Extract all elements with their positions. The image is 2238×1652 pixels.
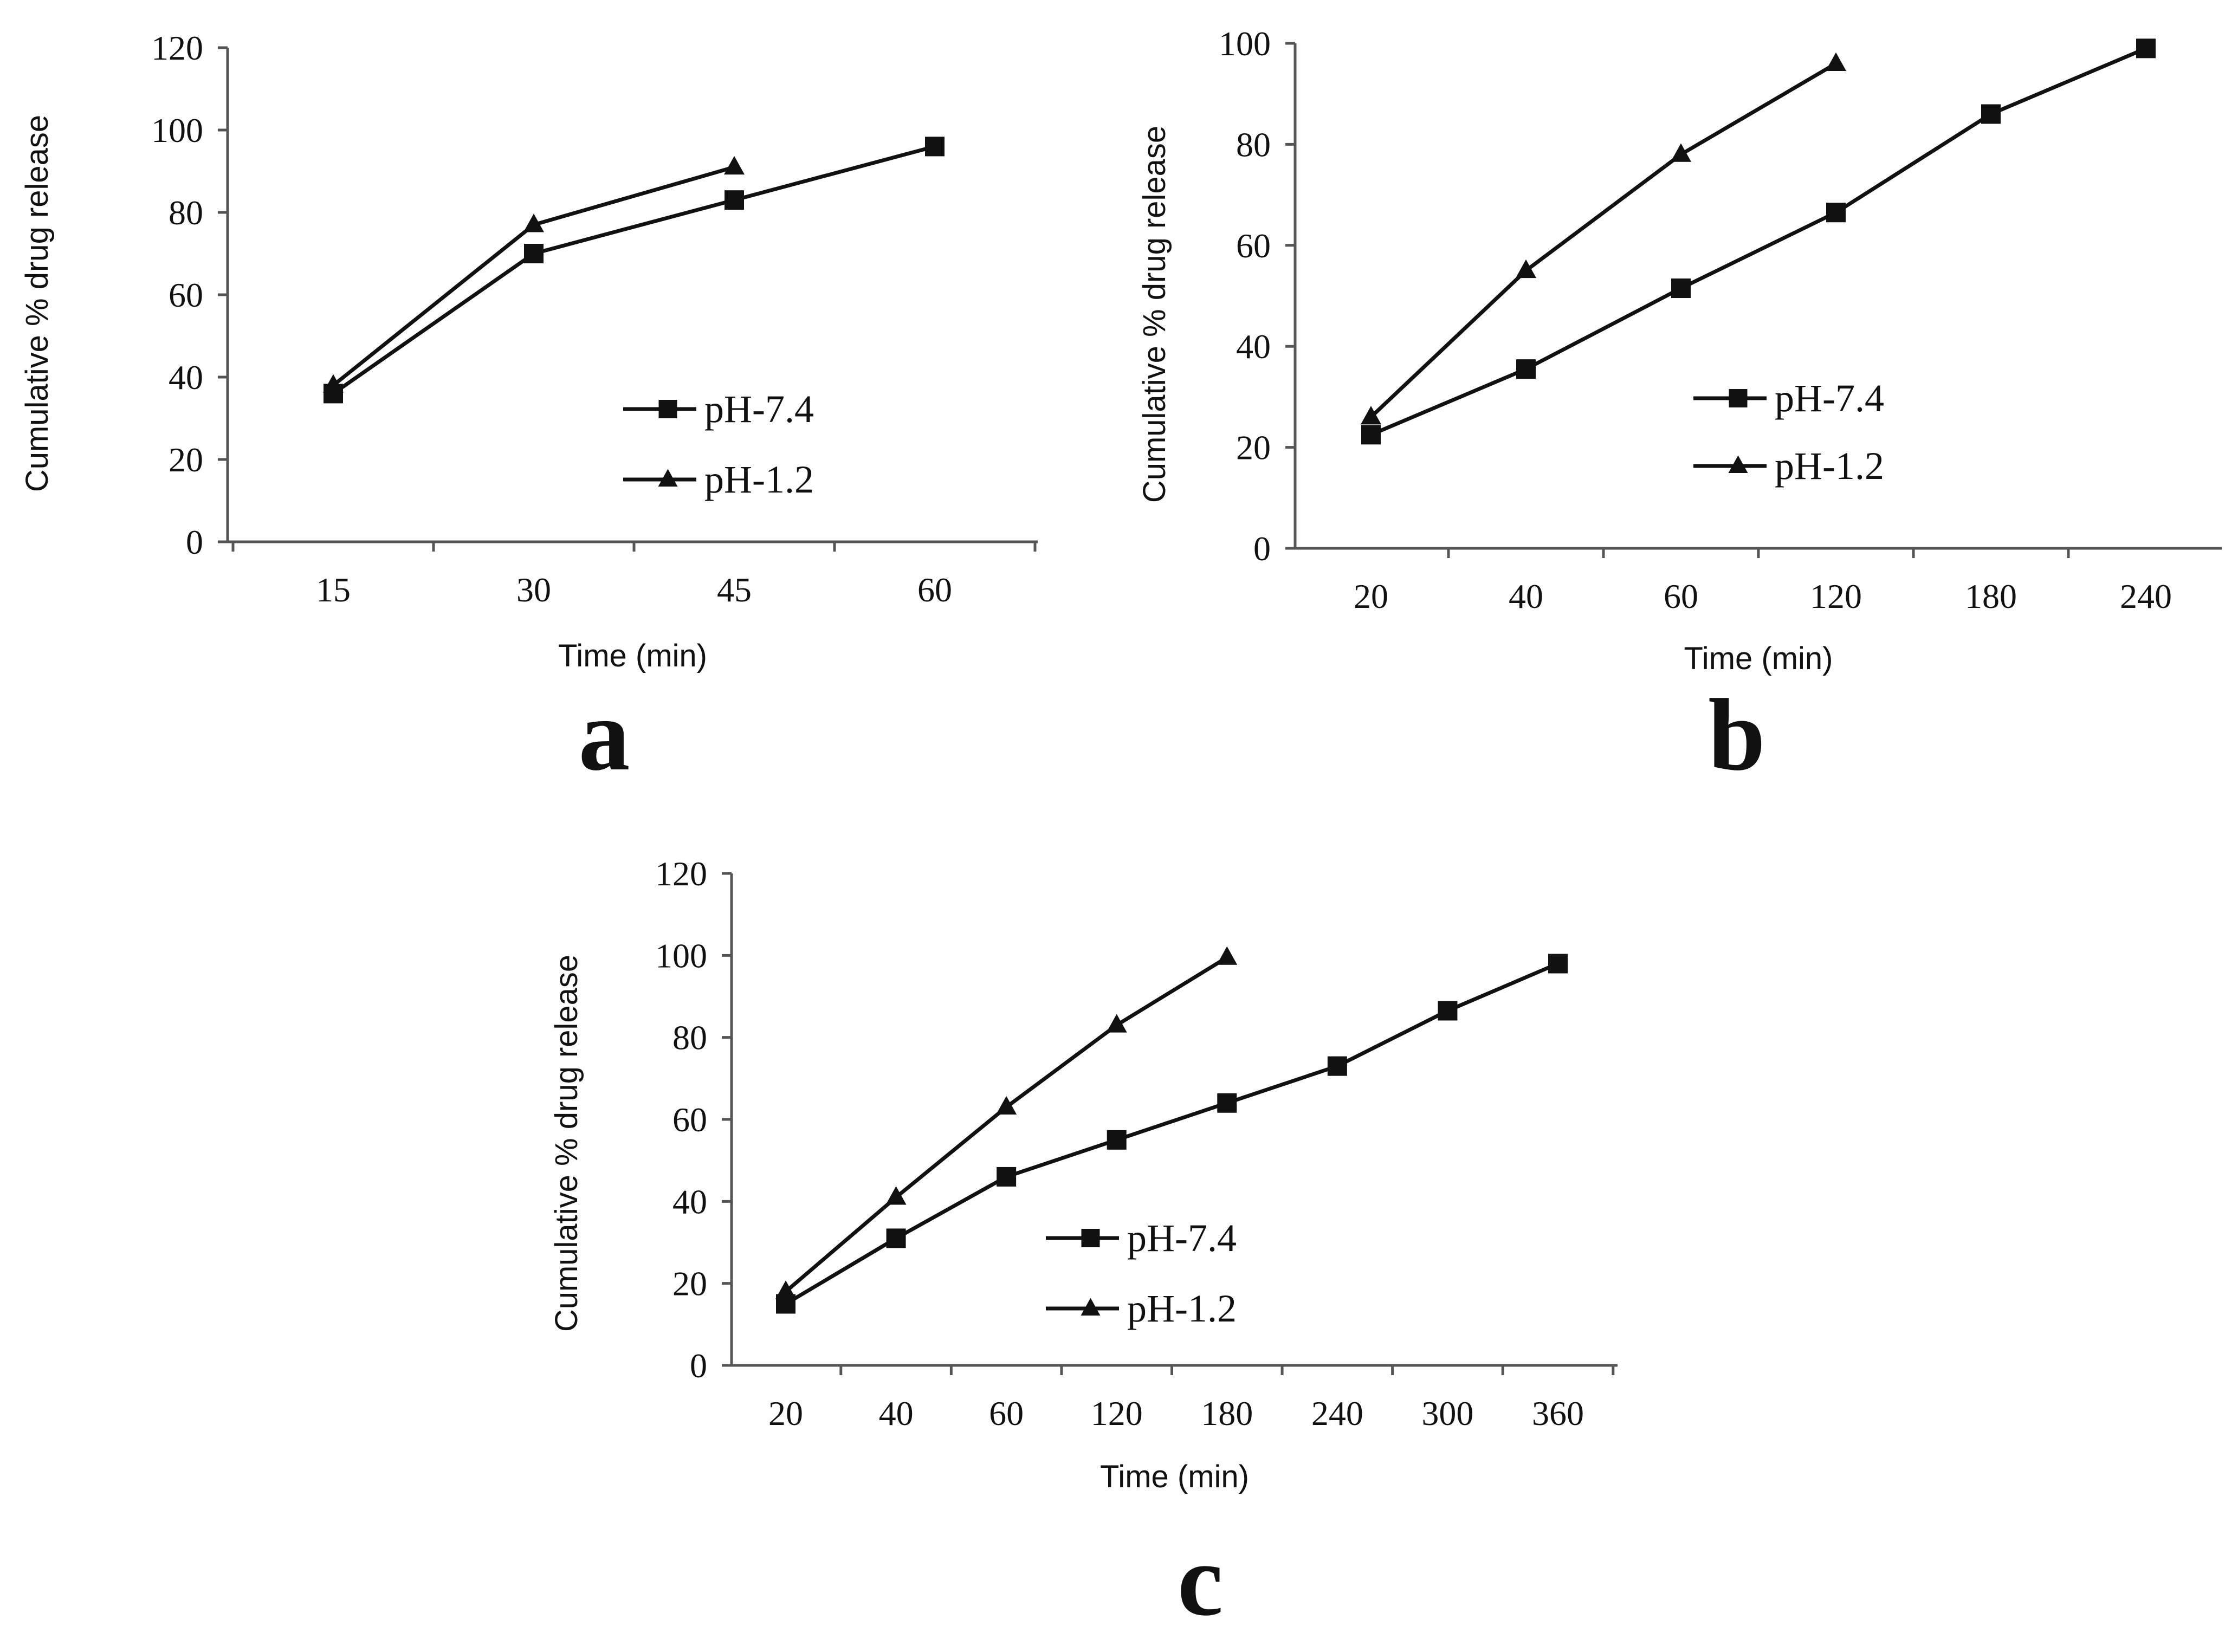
y-axis-title: Cumulative % drug release <box>20 115 55 492</box>
data-point-triangle <box>1826 52 1846 71</box>
y-tick-label: 0 <box>186 523 203 561</box>
x-tick-label: 120 <box>1091 1394 1143 1433</box>
legend: pH-7.4 pH-1.2 <box>623 387 814 501</box>
data-point-square <box>1107 1130 1127 1150</box>
data-point-triangle <box>1516 259 1536 278</box>
x-tick-label: 20 <box>1354 577 1388 616</box>
x-axis-title: Time (min) <box>1100 1459 1249 1494</box>
x-tick-label: 180 <box>1965 577 2017 616</box>
chart-panel-a: 0 20 40 60 80 100 120 15 30 45 60 Time (min) Cumulat… <box>20 29 1038 792</box>
legend-label: pH-7.4 <box>1127 1216 1237 1260</box>
data-point-triangle <box>1671 143 1691 162</box>
data-point-square <box>725 190 744 210</box>
legend-label: pH-1.2 <box>704 458 814 501</box>
x-tick-label: 240 <box>1311 1394 1363 1433</box>
y-tick-label: 20 <box>672 1265 707 1303</box>
data-point-triangle <box>775 1280 796 1299</box>
panel-letter: a <box>579 678 630 792</box>
y-tick-label: 60 <box>169 276 203 314</box>
panel-letter: c <box>1178 1524 1223 1637</box>
y-tick-label: 0 <box>1253 529 1271 568</box>
data-point-square <box>1361 425 1381 445</box>
y-tick-label: 60 <box>1236 226 1271 265</box>
data-point-square <box>1981 104 2001 124</box>
y-tick-label: 100 <box>1219 24 1271 63</box>
y-tick-label: 40 <box>1236 327 1271 366</box>
y-axis-title: Cumulative % drug release <box>1137 126 1172 503</box>
legend: pH-7.4 pH-1.2 <box>1693 377 1884 488</box>
legend-label: pH-1.2 <box>1127 1287 1237 1330</box>
legend-marker-square <box>1729 389 1748 407</box>
legend: pH-7.4 pH-1.2 <box>1046 1216 1237 1330</box>
legend-marker-triangle <box>1081 1298 1101 1316</box>
x-tick-label: 40 <box>879 1394 914 1433</box>
legend-label: pH-1.2 <box>1775 444 1884 488</box>
data-point-triangle <box>523 213 544 232</box>
x-tick-label: 360 <box>1532 1394 1584 1433</box>
y-tick-label: 120 <box>151 29 203 67</box>
y-tick-label: 80 <box>672 1019 707 1057</box>
x-tick-label: 60 <box>1664 577 1698 616</box>
y-tick-label: 80 <box>169 193 203 232</box>
data-point-triangle <box>1361 406 1381 425</box>
data-point-triangle <box>996 1096 1017 1115</box>
y-tick-label: 20 <box>1236 429 1271 467</box>
series-line-ph-7-4 <box>332 145 935 396</box>
series-line-ph-7-4 <box>785 962 1559 1306</box>
chart-panel-b: 0 20 40 60 80 100 20 40 60 120 180 240 Time (min) Cum… <box>1137 24 2222 792</box>
x-tick-label: 40 <box>1509 577 1543 616</box>
data-point-triangle <box>323 374 344 393</box>
data-point-square <box>1826 203 1846 223</box>
data-point-square <box>1671 278 1691 299</box>
data-point-triangle <box>724 156 745 175</box>
x-tick-label: 60 <box>917 571 952 609</box>
chart-panel-c: 0 20 40 60 80 100 120 20 40 60 120 180 240 300 360 Time… <box>549 854 1618 1637</box>
y-tick-label: 40 <box>169 358 203 397</box>
legend-label: pH-7.4 <box>1775 377 1884 420</box>
data-point-square <box>524 244 544 263</box>
data-point-triangle <box>885 1186 907 1205</box>
y-tick-label: 40 <box>672 1182 707 1221</box>
legend-marker-triangle <box>658 469 678 487</box>
x-tick-label: 60 <box>989 1394 1024 1433</box>
y-tick-label: 120 <box>655 854 707 893</box>
x-axis-title: Time (min) <box>1684 641 1833 676</box>
data-point-triangle <box>1106 1014 1127 1033</box>
data-point-square <box>2136 38 2156 59</box>
y-axis-title: Cumulative % drug release <box>549 955 584 1332</box>
x-tick-label: 180 <box>1201 1394 1253 1433</box>
y-tick-label: 100 <box>151 111 203 150</box>
data-point-triangle <box>1217 946 1238 965</box>
legend-marker-triangle <box>1728 455 1748 473</box>
x-axis-title: Time (min) <box>558 638 707 673</box>
y-tick-label: 100 <box>655 936 707 975</box>
panel-letter: b <box>1708 678 1765 792</box>
data-point-square <box>886 1228 906 1248</box>
x-tick-label: 15 <box>316 571 351 609</box>
data-point-square <box>1217 1093 1237 1113</box>
y-tick-label: 80 <box>1236 125 1271 164</box>
y-tick-label: 20 <box>169 440 203 479</box>
x-tick-label: 20 <box>768 1394 803 1433</box>
series-line-ph-1-2 <box>1369 62 1837 419</box>
data-point-square <box>1516 359 1536 379</box>
y-tick-label: 60 <box>672 1100 707 1139</box>
series-line-ph-7-4 <box>1370 47 2147 437</box>
x-tick-label: 30 <box>516 571 551 609</box>
data-point-square <box>1548 954 1568 974</box>
x-tick-label: 120 <box>1810 577 1862 616</box>
x-tick-label: 240 <box>2120 577 2172 616</box>
x-tick-label: 300 <box>1421 1394 1473 1433</box>
x-tick-label: 45 <box>717 571 752 609</box>
legend-marker-square <box>1081 1229 1100 1247</box>
data-point-square <box>1327 1056 1347 1076</box>
y-tick-label: 0 <box>690 1346 707 1385</box>
data-point-square <box>1438 1001 1458 1021</box>
legend-label: pH-7.4 <box>704 387 814 431</box>
data-point-square <box>925 137 945 157</box>
legend-marker-square <box>658 400 677 418</box>
data-point-square <box>997 1167 1017 1187</box>
